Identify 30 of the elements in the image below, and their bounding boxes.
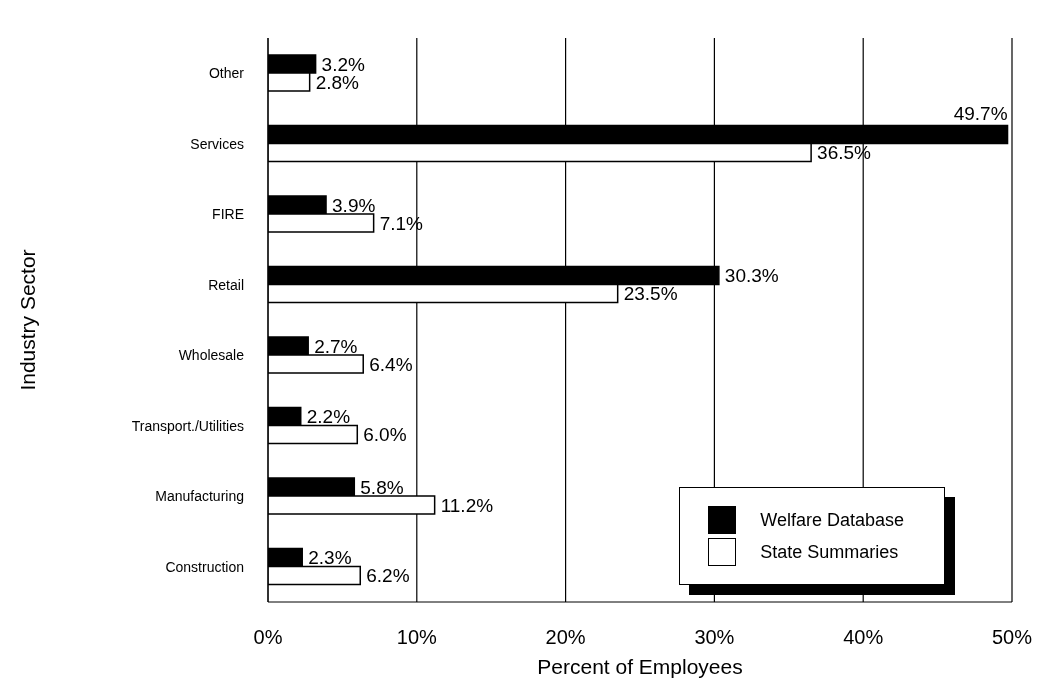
- legend-label: Welfare Database: [760, 509, 904, 531]
- x-axis-title: Percent of Employees: [537, 655, 743, 678]
- y-tick-label: FIRE: [212, 206, 244, 223]
- data-label: 23.5%: [623, 283, 678, 304]
- x-tick-label: 0%: [253, 626, 283, 649]
- y-tick-label: Services: [190, 135, 244, 152]
- y-tick-label: Transport./Utilities: [131, 417, 244, 434]
- y-tick-label: Retail: [208, 276, 244, 293]
- data-label: 49.7%: [953, 103, 1008, 124]
- x-tick-label: 50%: [991, 626, 1033, 649]
- y-tick-label: Wholesale: [178, 347, 245, 364]
- data-label: 5.8%: [360, 476, 404, 498]
- legend-label: State Summaries: [760, 541, 899, 563]
- data-label: 30.3%: [724, 265, 779, 286]
- y-tick-label: Construction: [165, 558, 244, 575]
- x-tick-label: 40%: [843, 626, 884, 649]
- y-tick-label: Manufacturing: [155, 488, 244, 505]
- x-tick-label: 30%: [694, 626, 735, 649]
- x-tick-label: 10%: [396, 626, 438, 649]
- y-tick-label: Other: [208, 65, 245, 82]
- x-tick-label: 20%: [545, 626, 586, 649]
- y-axis-title: Industry Sector: [16, 249, 40, 391]
- data-label: 2.7%: [314, 335, 358, 357]
- data-label: 3.9%: [332, 194, 376, 216]
- data-label: 11.2%: [440, 494, 494, 516]
- data-label: 6.2%: [366, 565, 410, 586]
- data-label: 2.2%: [306, 406, 351, 427]
- data-label: 6.4%: [369, 353, 413, 375]
- data-label: 6.0%: [363, 424, 407, 445]
- data-label: 2.3%: [308, 547, 352, 568]
